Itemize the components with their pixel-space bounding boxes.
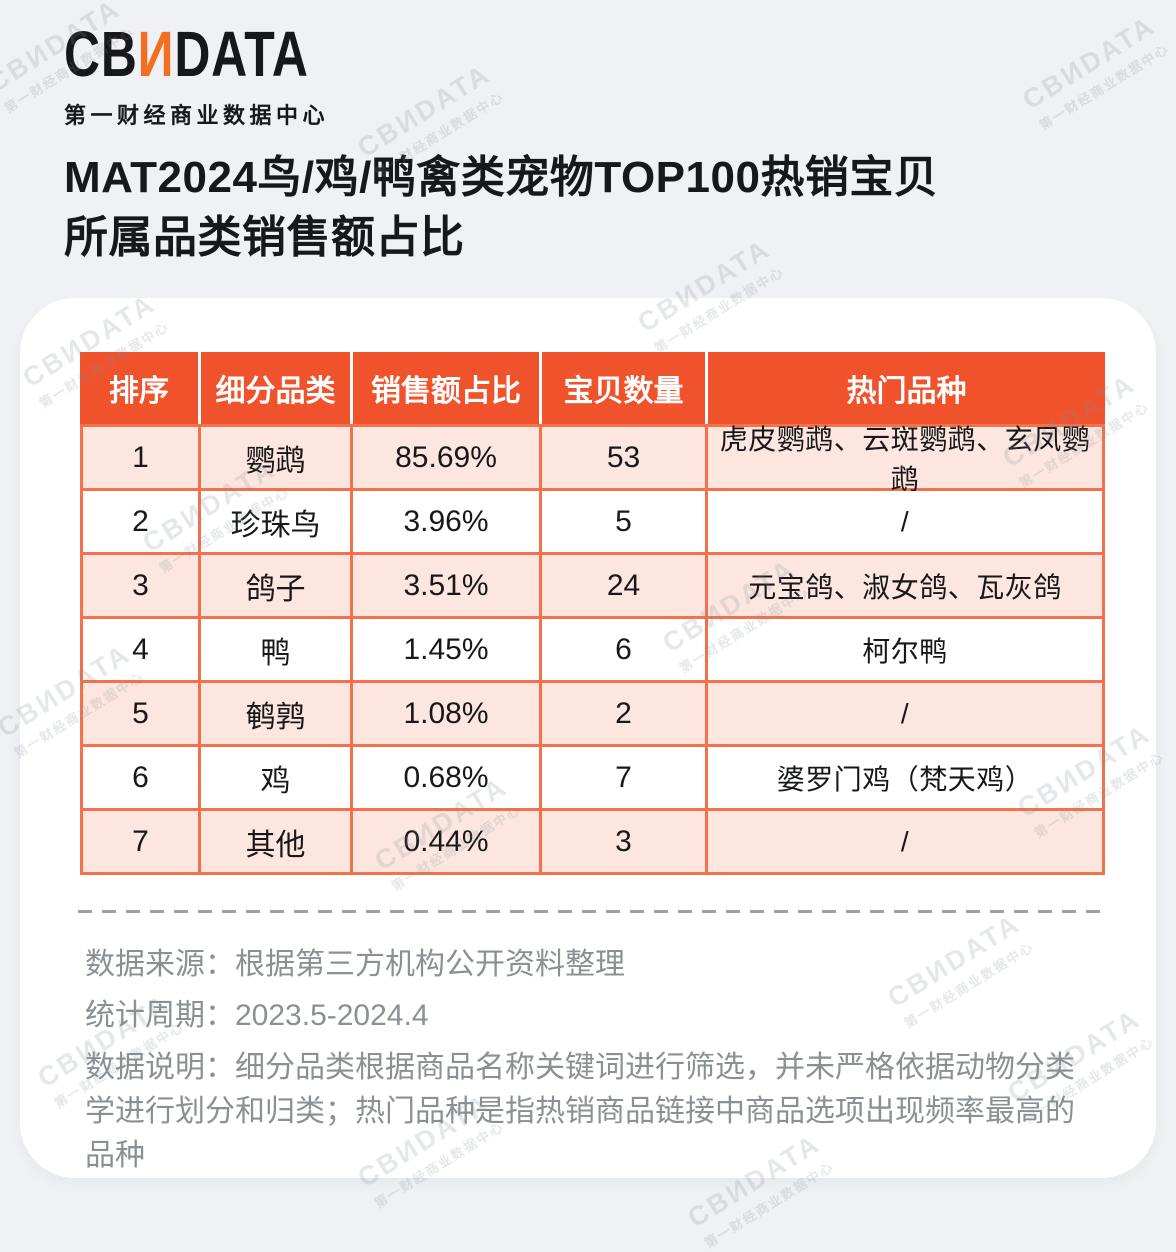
table-body: 1 鹦鹉 85.69% 53 虎皮鹦鹉、云斑鹦鹉、玄凤鹦鹉 2 珍珠鸟 3.96% 5/3 鸽子 3… xyxy=(80,424,1105,875)
content-card: 排序 细分品类 销售额占比 宝贝数量 热门品种 1 鹦鹉 85.69% 53 虎皮鹦鹉、云斑鹦鹉… xyxy=(20,298,1156,1178)
table-cell-row5-col4: 2 xyxy=(542,683,705,744)
table-cell-row5-col5: / xyxy=(708,683,1102,744)
table-cell-row4-col3: 1.45% xyxy=(353,619,539,680)
table-cell-row6-col5: 婆罗门鸡（梵天鸡） xyxy=(708,747,1102,808)
footnote-source: 数据来源：根据第三方机构公开资料整理 xyxy=(85,948,625,981)
logo-text-n-accent: И xyxy=(137,18,175,90)
column-header-4: 宝贝数量 xyxy=(539,352,705,424)
table-header-row: 排序 细分品类 销售额占比 宝贝数量 热门品种 xyxy=(80,352,1105,424)
table-cell-row6-col1: 6 xyxy=(83,747,198,808)
logo-text-data: DATA xyxy=(174,18,309,90)
cbndata-watermark: CBИDATA 第一财经商业数据中心 xyxy=(1017,10,1172,133)
table-cell-row1-col2: 鹦鹉 xyxy=(201,427,350,488)
table-cell-row3-col3: 3.51% xyxy=(353,555,539,616)
table-cell-row2-col3: 3.96% xyxy=(353,491,539,552)
table-cell-row7-col2: 其他 xyxy=(201,811,350,872)
column-header-5: 热门品种 xyxy=(705,352,1105,424)
table-cell-row7-col4: 3 xyxy=(542,811,705,872)
logo-text-cb: CB xyxy=(64,18,138,90)
footnote-description: 数据说明：细分品类根据商品名称关键词进行筛选，并未严格依据动物分类学进行划分和归… xyxy=(85,1051,1075,1172)
cbndata-logo: CBИDATA xyxy=(64,22,309,86)
table-cell-row1-col1: 1 xyxy=(83,427,198,488)
table-cell-row6-col2: 鸡 xyxy=(201,747,350,808)
table-cell-row7-col1: 7 xyxy=(83,811,198,872)
table-cell-row3-col2: 鸽子 xyxy=(201,555,350,616)
table-cell-row3-col5: 元宝鸽、淑女鸽、瓦灰鸽 xyxy=(708,555,1102,616)
table-cell-row5-col1: 5 xyxy=(83,683,198,744)
title-line-2: 所属品类销售额占比 xyxy=(64,213,465,262)
dashed-divider xyxy=(78,910,1100,913)
table-cell-row7-col5: / xyxy=(708,811,1102,872)
table-cell-row4-col1: 4 xyxy=(83,619,198,680)
table-cell-row2-col2: 珍珠鸟 xyxy=(201,491,350,552)
column-header-3: 销售额占比 xyxy=(350,352,539,424)
table-cell-row6-col4: 7 xyxy=(542,747,705,808)
table-cell-row5-col2: 鹌鹑 xyxy=(201,683,350,744)
table-cell-row4-col5: 柯尔鸭 xyxy=(708,619,1102,680)
table-cell-row1-col4: 53 xyxy=(542,427,705,488)
table-cell-row7-col3: 0.44% xyxy=(353,811,539,872)
table-cell-row6-col3: 0.68% xyxy=(353,747,539,808)
column-header-2: 细分品类 xyxy=(198,352,350,424)
table-cell-row3-col1: 3 xyxy=(83,555,198,616)
table-cell-row2-col4: 5 xyxy=(542,491,705,552)
table-cell-row4-col4: 6 xyxy=(542,619,705,680)
column-header-1: 排序 xyxy=(109,375,169,408)
table-cell-row2-col1: 2 xyxy=(83,491,198,552)
logo-tagline: 第一财经商业数据中心 xyxy=(64,103,330,128)
table-cell-row3-col4: 24 xyxy=(542,555,705,616)
footnote-period: 统计周期：2023.5-2024.4 xyxy=(85,999,429,1032)
brand-header: CBИDATA 第一财经商业数据中心 xyxy=(64,22,378,130)
table-cell-row5-col3: 1.08% xyxy=(353,683,539,744)
table-cell-row4-col2: 鸭 xyxy=(201,619,350,680)
page-title: MAT2024鸟/鸡/鸭禽类宠物TOP100热销宝贝 所属品类销售额占比 xyxy=(64,148,938,268)
table-cell-row2-col5: / xyxy=(708,491,1102,552)
title-line-1: MAT2024鸟/鸡/鸭禽类宠物TOP100热销宝贝 xyxy=(64,153,939,202)
table-cell-row1-col3: 85.69% xyxy=(353,427,539,488)
table-cell-row1-col5: 虎皮鹦鹉、云斑鹦鹉、玄凤鹦鹉 xyxy=(708,424,1102,495)
